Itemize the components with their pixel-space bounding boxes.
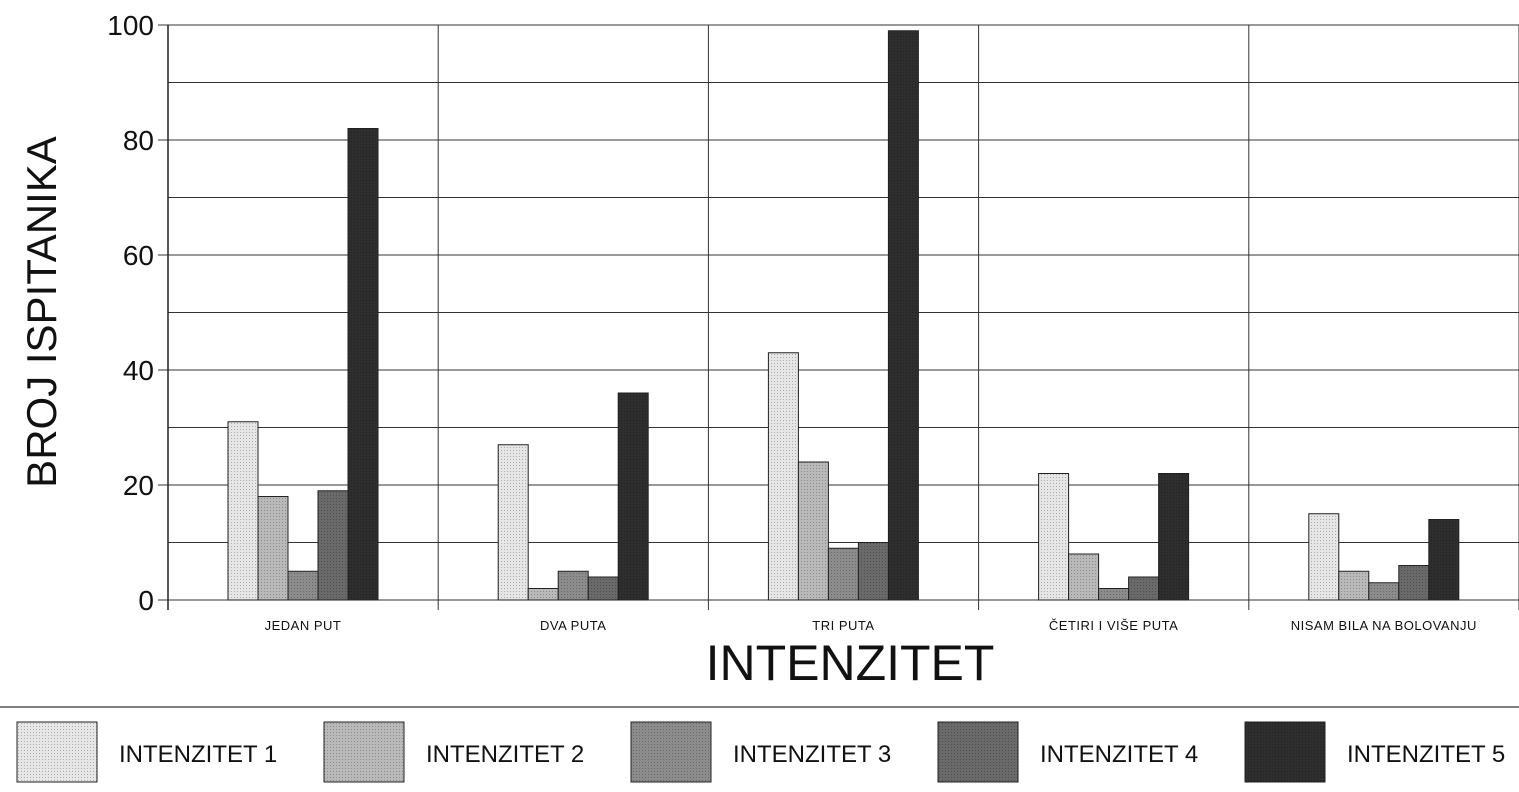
bar-1-series-2 <box>257 496 289 601</box>
category-label: DVA PUTA <box>540 618 606 633</box>
bar-1-series-5 <box>347 128 379 601</box>
legend-swatch-texture <box>17 722 97 782</box>
y-tick-label: 60 <box>123 240 154 271</box>
bar-5-series-1 <box>1308 513 1340 601</box>
category-label: JEDAN PUT <box>265 618 342 633</box>
bar-5-series-5 <box>1428 519 1460 601</box>
bar-3-series-5 <box>887 30 919 601</box>
legend-swatch-texture <box>324 722 404 782</box>
y-tick-label: 20 <box>123 470 154 501</box>
legend-swatch-texture <box>938 722 1018 782</box>
bar-4-series-2 <box>1068 553 1100 601</box>
y-tick-label: 80 <box>123 125 154 156</box>
bars <box>227 30 1460 601</box>
bar-5-series-2 <box>1338 570 1370 601</box>
bar-4-series-1 <box>1038 473 1070 601</box>
legend-label-4: INTENZITET 4 <box>1040 741 1198 768</box>
bar-5-series-3 <box>1368 582 1400 601</box>
legend-label-3: INTENZITET 3 <box>733 741 891 768</box>
x-axis-title: INTENZITET <box>706 635 995 691</box>
y-tick-label: 0 <box>138 585 154 616</box>
bar-3-series-1 <box>767 352 799 601</box>
y-tick-label: 40 <box>123 355 154 386</box>
bar-4-series-3 <box>1098 588 1130 601</box>
bar-5-series-4 <box>1398 565 1430 601</box>
legend-swatch-texture <box>1245 722 1325 782</box>
bar-2-series-2 <box>527 588 559 601</box>
y-axis-title: BROJ ISPITANIKA <box>18 136 65 488</box>
y-tick-label: 100 <box>107 10 154 41</box>
bar-3-series-3 <box>827 547 859 601</box>
bar-2-series-5 <box>617 392 649 601</box>
legend-swatch-texture <box>631 722 711 782</box>
bar-4-series-4 <box>1128 576 1160 601</box>
bar-3-series-2 <box>797 461 829 601</box>
bar-4-series-5 <box>1158 473 1190 601</box>
legend: INTENZITET 1 INTENZITET 2 INTENZITET 3 INTE… <box>16 721 1505 783</box>
bar-2-series-3 <box>557 570 589 601</box>
bar-3-series-4 <box>857 542 889 601</box>
category-label: TRI PUTA <box>812 618 874 633</box>
bar-2-series-4 <box>587 576 619 601</box>
bar-1-series-1 <box>227 421 259 601</box>
category-label: ČETIRI I VIŠE PUTA <box>1049 618 1178 633</box>
bar-2-series-1 <box>497 444 529 601</box>
legend-label-5: INTENZITET 5 <box>1347 741 1505 768</box>
legend-label-2: INTENZITET 2 <box>426 741 584 768</box>
bar-1-series-4 <box>317 490 349 601</box>
legend-label-1: INTENZITET 1 <box>119 741 277 768</box>
bar-1-series-3 <box>287 570 319 601</box>
axes: 0 20 40 60 80 100 JEDAN PUT DVA PUTA TRI PUTA ČET… <box>107 10 1477 633</box>
category-label: NISAM BILA NA BOLOVANJU <box>1291 618 1477 633</box>
